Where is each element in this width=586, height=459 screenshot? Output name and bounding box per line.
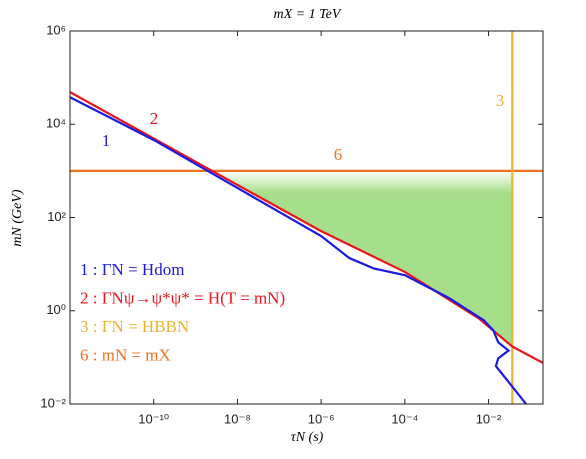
y-axis-label: mN (GeV) — [10, 189, 25, 246]
curve-label: 2 — [150, 109, 159, 128]
y-tick-label: 10⁴ — [46, 116, 66, 131]
x-tick-label: 10⁻¹⁰ — [138, 411, 169, 426]
curve-label: 1 — [102, 131, 111, 150]
x-tick-label: 10⁻⁸ — [224, 411, 251, 426]
series-line — [70, 96, 527, 404]
curve-label: 3 — [496, 91, 505, 110]
x-tick-label: 10⁻⁴ — [391, 411, 418, 426]
curve-label: 6 — [334, 145, 343, 164]
legend-entry: 3 : ΓN = HBBN — [80, 317, 189, 336]
legend-entry: 6 : mN = mX — [80, 345, 171, 364]
x-tick-label: 10⁻⁶ — [308, 411, 335, 426]
y-tick-label: 10⁻² — [40, 395, 66, 410]
shaded-region — [212, 170, 513, 347]
legend-entry: 2 : ΓNψ→ψ*ψ* = H(T = mN) — [80, 288, 285, 307]
chart-title: mX = 1 TeV — [274, 7, 342, 22]
x-axis-label: τN (s) — [291, 430, 324, 445]
y-tick-label: 10⁰ — [46, 302, 66, 317]
legend-entry: 1 : ΓN = Hdom — [80, 260, 184, 279]
y-tick-label: 10² — [47, 209, 66, 224]
series-line — [70, 91, 543, 364]
lines-layer — [70, 31, 543, 404]
region-layer — [212, 170, 513, 347]
y-tick-label: 10⁶ — [46, 22, 66, 37]
x-tick-label: 10⁻² — [476, 411, 502, 426]
